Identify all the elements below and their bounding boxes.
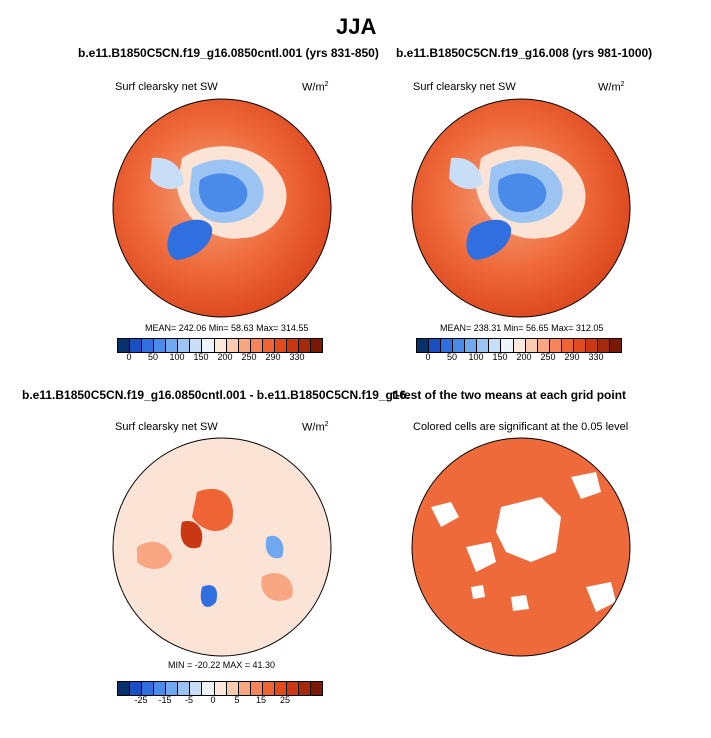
panel-2-stats: MEAN= 238.31 Min= 56.65 Max= 312.05 bbox=[440, 323, 604, 333]
colorbar-swatch bbox=[118, 339, 131, 352]
panel-3-case-title: b.e11.B1850C5CN.f19_g16.0850cntl.001 - b… bbox=[22, 388, 410, 402]
panel-4-variable-label: Colored cells are significant at the 0.0… bbox=[413, 421, 629, 433]
colorbar-tick-label: -5 bbox=[184, 695, 193, 705]
colorbar-swatch bbox=[154, 339, 167, 352]
colorbar-swatch bbox=[202, 339, 215, 352]
panel-1-stats: MEAN= 242.06 Min= 58.63 Max= 314.55 bbox=[145, 323, 309, 333]
colorbar-tick-label: 250 bbox=[540, 352, 556, 362]
colorbar-swatch bbox=[429, 339, 442, 352]
colorbar-tick-label: 290 bbox=[564, 352, 580, 362]
colorbar-tick-label: 0 bbox=[126, 352, 132, 362]
panel-2-colorbar bbox=[416, 338, 622, 353]
colorbar-swatch bbox=[130, 339, 143, 352]
colorbar-swatch bbox=[477, 339, 490, 352]
colorbar-swatch bbox=[513, 339, 526, 352]
colorbar-tick-label: 100 bbox=[169, 352, 185, 362]
colorbar-swatch bbox=[166, 682, 179, 695]
colorbar-swatch bbox=[417, 339, 430, 352]
panel-3-variable-label: Surf clearsky net SW bbox=[115, 421, 218, 433]
colorbar-swatch bbox=[610, 339, 622, 352]
colorbar-swatch bbox=[226, 339, 239, 352]
panel-1-colorbar bbox=[117, 338, 323, 353]
panel-3-stats: MIN = -20.22 MAX = 41.30 bbox=[168, 660, 276, 670]
colorbar-tick-label: 15 bbox=[255, 695, 266, 705]
colorbar-tick-label: -15 bbox=[158, 695, 172, 705]
colorbar-swatch bbox=[226, 682, 239, 695]
colorbar-swatch bbox=[274, 339, 287, 352]
panel-3-units: W/m2 bbox=[302, 421, 329, 434]
colorbar-swatch bbox=[274, 682, 287, 695]
colorbar-tick-label: 5 bbox=[234, 695, 240, 705]
colorbar-swatch bbox=[441, 339, 454, 352]
colorbar-swatch bbox=[549, 339, 562, 352]
colorbar-tick-label: -25 bbox=[134, 695, 148, 705]
colorbar-tick-label: 0 bbox=[425, 352, 431, 362]
colorbar-swatch bbox=[573, 339, 586, 352]
colorbar-swatch bbox=[238, 339, 251, 352]
colorbar-swatch bbox=[262, 682, 275, 695]
colorbar-swatch bbox=[286, 339, 299, 352]
colorbar-swatch bbox=[250, 339, 263, 352]
colorbar-swatch bbox=[465, 339, 478, 352]
panel-1-case-title: b.e11.B1850C5CN.f19_g16.0850cntl.001 (yr… bbox=[78, 46, 379, 60]
page-title: JJA bbox=[336, 14, 377, 39]
panel-4-significance-map bbox=[411, 437, 631, 657]
colorbar-tick-label: 150 bbox=[193, 352, 209, 362]
colorbar-swatch bbox=[166, 339, 179, 352]
colorbar-tick-label: 50 bbox=[147, 352, 158, 362]
colorbar-swatch bbox=[501, 339, 514, 352]
panel-1-polar-map bbox=[112, 98, 332, 318]
colorbar-tick-label: 200 bbox=[516, 352, 532, 362]
colorbar-swatch bbox=[298, 682, 311, 695]
panel-2-units: W/m2 bbox=[598, 81, 625, 94]
colorbar-swatch bbox=[118, 682, 131, 695]
colorbar-swatch bbox=[597, 339, 610, 352]
colorbar-tick-label: 330 bbox=[588, 352, 604, 362]
colorbar-swatch bbox=[489, 339, 502, 352]
colorbar-tick-label: 150 bbox=[492, 352, 508, 362]
colorbar-swatch bbox=[142, 682, 155, 695]
panel-1-units: W/m2 bbox=[302, 81, 329, 94]
colorbar-swatch bbox=[190, 339, 203, 352]
panel-3-polar-map bbox=[112, 437, 332, 657]
panel-4-case-title: t-test of the two means at each grid poi… bbox=[392, 388, 627, 402]
colorbar-tick-label: 0 bbox=[210, 695, 216, 705]
colorbar-swatch bbox=[262, 339, 275, 352]
colorbar-tick-label: 25 bbox=[279, 695, 290, 705]
colorbar-swatch bbox=[286, 682, 299, 695]
panel-3-colorbar bbox=[117, 681, 323, 696]
panel-2-variable-label: Surf clearsky net SW bbox=[413, 81, 516, 93]
colorbar-swatch bbox=[178, 682, 191, 695]
colorbar-swatch bbox=[525, 339, 538, 352]
colorbar-swatch bbox=[142, 339, 155, 352]
colorbar-tick-label: 250 bbox=[241, 352, 257, 362]
colorbar-tick-label: 100 bbox=[468, 352, 484, 362]
colorbar-swatch bbox=[298, 339, 311, 352]
colorbar-swatch bbox=[190, 682, 203, 695]
colorbar-swatch bbox=[311, 339, 323, 352]
colorbar-swatch bbox=[214, 339, 227, 352]
colorbar-tick-label: 50 bbox=[446, 352, 457, 362]
colorbar-tick-label: 290 bbox=[265, 352, 281, 362]
colorbar-tick-label: 200 bbox=[217, 352, 233, 362]
colorbar-tick-label: 330 bbox=[289, 352, 305, 362]
colorbar-swatch bbox=[214, 682, 227, 695]
colorbar-swatch bbox=[154, 682, 167, 695]
colorbar-swatch bbox=[130, 682, 143, 695]
colorbar-swatch bbox=[202, 682, 215, 695]
colorbar-swatch bbox=[238, 682, 251, 695]
colorbar-swatch bbox=[585, 339, 598, 352]
panel-1-variable-label: Surf clearsky net SW bbox=[115, 81, 218, 93]
colorbar-swatch bbox=[178, 339, 191, 352]
colorbar-swatch bbox=[311, 682, 323, 695]
colorbar-swatch bbox=[250, 682, 263, 695]
panel-2-case-title: b.e11.B1850C5CN.f19_g16.008 (yrs 981-100… bbox=[396, 46, 653, 60]
colorbar-swatch bbox=[537, 339, 550, 352]
panel-2-polar-map bbox=[411, 98, 631, 318]
colorbar-swatch bbox=[561, 339, 574, 352]
colorbar-swatch bbox=[453, 339, 466, 352]
